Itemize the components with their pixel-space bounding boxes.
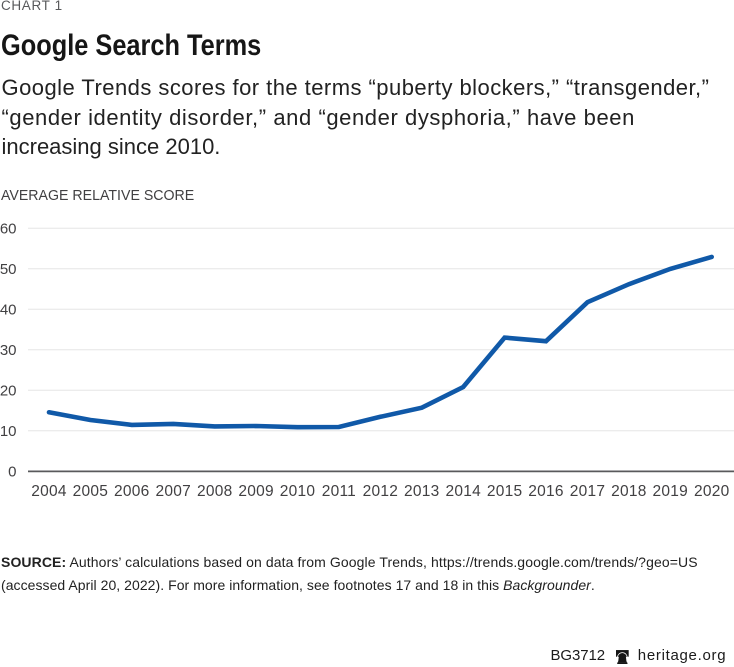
svg-text:40: 40 bbox=[0, 301, 17, 318]
svg-text:2011: 2011 bbox=[322, 483, 356, 500]
svg-text:20: 20 bbox=[0, 382, 17, 399]
svg-text:2014: 2014 bbox=[445, 483, 481, 500]
svg-text:2009: 2009 bbox=[238, 483, 273, 500]
svg-text:30: 30 bbox=[0, 342, 17, 359]
svg-text:2008: 2008 bbox=[197, 483, 232, 500]
svg-text:2019: 2019 bbox=[653, 483, 688, 500]
svg-text:2005: 2005 bbox=[73, 483, 108, 500]
svg-text:2020: 2020 bbox=[694, 483, 730, 500]
svg-text:0: 0 bbox=[8, 463, 16, 480]
svg-text:2018: 2018 bbox=[611, 483, 646, 500]
svg-text:2015: 2015 bbox=[487, 483, 522, 500]
svg-text:2006: 2006 bbox=[114, 483, 149, 500]
svg-text:2012: 2012 bbox=[363, 483, 398, 500]
svg-text:2017: 2017 bbox=[570, 483, 605, 500]
svg-text:2016: 2016 bbox=[528, 483, 563, 500]
svg-text:50: 50 bbox=[0, 261, 17, 278]
svg-text:10: 10 bbox=[0, 423, 17, 440]
svg-text:2013: 2013 bbox=[404, 483, 439, 500]
svg-text:2004: 2004 bbox=[31, 483, 67, 500]
svg-text:2007: 2007 bbox=[156, 483, 191, 500]
svg-text:2010: 2010 bbox=[280, 483, 316, 500]
svg-text:60: 60 bbox=[0, 220, 17, 237]
